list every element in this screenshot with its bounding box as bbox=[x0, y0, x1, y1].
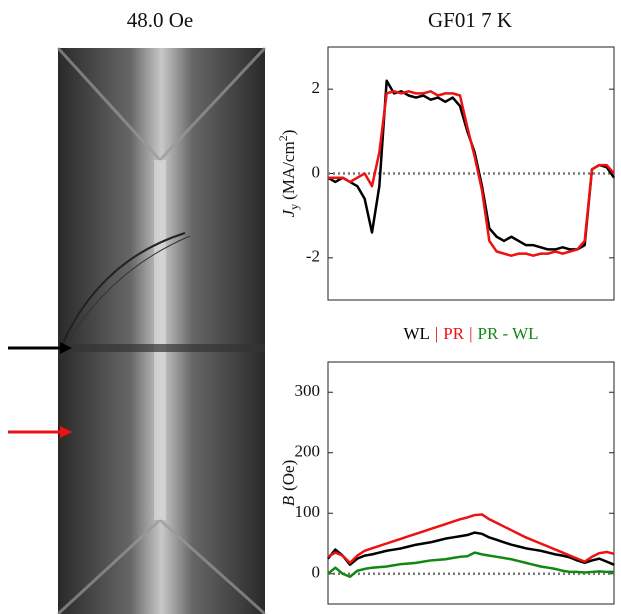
plot-frame bbox=[327, 46, 615, 301]
y-axis-label: Jy (MA/cm2) bbox=[276, 130, 301, 218]
label-part: 2 bbox=[276, 135, 290, 141]
y-tick-label: -2 bbox=[306, 247, 320, 266]
y-tick-label: 2 bbox=[312, 78, 321, 97]
y-tick-label: 0 bbox=[312, 563, 321, 582]
label-part: (MA/cm bbox=[279, 141, 298, 200]
plot-frame bbox=[327, 361, 615, 605]
series-line bbox=[327, 551, 614, 579]
arrow-red bbox=[8, 426, 72, 438]
y-tick-label: 200 bbox=[295, 442, 321, 461]
chart-title: GF01 7 K bbox=[428, 8, 512, 32]
y-tick-label: 300 bbox=[295, 381, 321, 400]
legend-separator: | bbox=[435, 324, 438, 343]
label-part: B bbox=[279, 495, 298, 506]
y-axis-label: B (Oe) bbox=[279, 460, 298, 507]
legend-separator: | bbox=[469, 324, 472, 343]
legend: WL | PR | PR - WL bbox=[403, 324, 538, 343]
arrow-black bbox=[8, 342, 72, 354]
legend-entry: WL bbox=[403, 324, 429, 343]
label-part: J bbox=[279, 208, 298, 217]
y-tick-label: 100 bbox=[295, 502, 321, 521]
label-part: y bbox=[287, 204, 301, 210]
legend-entry: PR - WL bbox=[477, 324, 538, 343]
y-tick-label: 0 bbox=[312, 162, 321, 181]
image-title: 48.0 Oe bbox=[127, 8, 194, 32]
legend-entry: PR bbox=[443, 324, 464, 343]
series-line bbox=[328, 90, 615, 257]
series-line bbox=[327, 531, 615, 566]
label-part: ) bbox=[279, 130, 298, 136]
series-line bbox=[327, 79, 616, 251]
mo-image bbox=[56, 46, 267, 614]
series-line bbox=[327, 513, 615, 565]
label-part: (Oe) bbox=[279, 460, 298, 491]
